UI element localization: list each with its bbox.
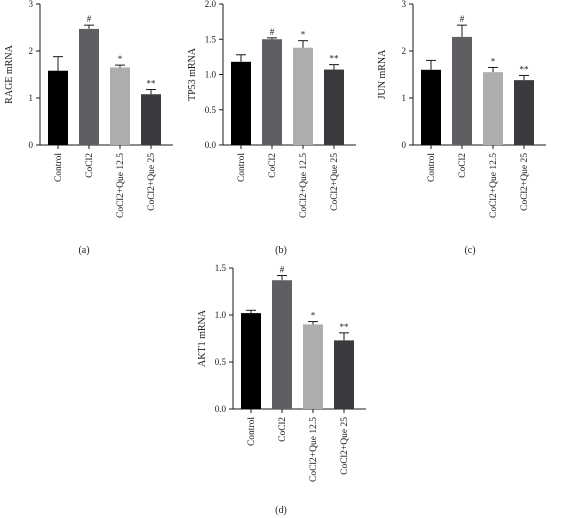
y-tick-label: 3 bbox=[402, 0, 407, 9]
y-tick-label: 0.5 bbox=[205, 105, 217, 115]
y-tick-label: 0.5 bbox=[215, 357, 227, 367]
bar-2 bbox=[262, 39, 282, 145]
significance-label: * bbox=[118, 54, 123, 64]
significance-label: # bbox=[280, 265, 285, 275]
y-tick-label: 0.0 bbox=[205, 140, 217, 150]
bar-3 bbox=[303, 324, 323, 409]
x-category-label: Control bbox=[54, 153, 64, 182]
bar-3 bbox=[483, 72, 503, 145]
bar-1 bbox=[48, 70, 68, 145]
x-category-label: Control bbox=[427, 153, 437, 182]
x-category-label: CoCl2+Que 25 bbox=[147, 153, 157, 211]
y-tick-label: 1 bbox=[29, 93, 34, 103]
y-tick-label: 1.5 bbox=[205, 34, 217, 44]
bar-4 bbox=[334, 340, 354, 409]
bar-4 bbox=[514, 80, 534, 145]
bar-1 bbox=[231, 61, 251, 146]
y-tick-label: 2 bbox=[29, 46, 34, 56]
y-axis-title: TP53 mRNA bbox=[187, 47, 198, 101]
y-tick-label: 1.5 bbox=[215, 263, 227, 273]
significance-label: * bbox=[491, 56, 496, 66]
y-tick-label: 3 bbox=[29, 0, 34, 9]
chart-panel-3: 0 1 2 3 JUN mRNA Control # CoCl2 * CoCl2+Que 12.5… bbox=[377, 0, 546, 256]
y-tick-label: 0 bbox=[402, 140, 407, 150]
bar-2 bbox=[452, 36, 472, 145]
y-axis-title: JUN mRNA bbox=[377, 49, 388, 100]
y-tick-label: 2 bbox=[402, 46, 407, 56]
x-category-label: CoCl2+Que 12.5 bbox=[116, 153, 126, 218]
x-category-label: CoCl2+Que 25 bbox=[340, 417, 350, 475]
significance-label: # bbox=[87, 14, 92, 24]
chart-panel-1: 0 1 2 3 RAGE mRNA Control # CoCl2 * CoCl2+Que 12.… bbox=[4, 0, 173, 256]
y-axis-title: AKT1 mRNA bbox=[197, 309, 208, 367]
significance-label: ** bbox=[340, 322, 350, 332]
panel-label: (a) bbox=[78, 245, 89, 256]
panel-label: (d) bbox=[275, 505, 287, 516]
significance-label: # bbox=[270, 27, 275, 37]
y-tick-label: 0.0 bbox=[215, 404, 227, 414]
x-category-label: CoCl2 bbox=[458, 153, 468, 178]
bar-1 bbox=[241, 313, 261, 409]
significance-label: ** bbox=[330, 54, 340, 64]
panel-label: (b) bbox=[275, 245, 287, 256]
x-category-label: CoCl2+Que 12.5 bbox=[489, 153, 499, 218]
panel-label: (c) bbox=[464, 245, 475, 256]
chart-panel-4: 0.0 0.5 1.0 1.5 AKT1 mRNA Control # CoCl2 * CoCl2… bbox=[197, 263, 366, 516]
chart-panel-2: 0.0 0.5 1.0 1.5 2.0 TP53 mRNA Control # CoCl2 * Co… bbox=[187, 0, 356, 256]
x-category-label: CoCl2+Que 25 bbox=[520, 153, 530, 211]
significance-label: * bbox=[301, 30, 306, 40]
x-category-label: CoCl2 bbox=[278, 417, 288, 442]
bar-3 bbox=[293, 47, 313, 145]
significance-label: * bbox=[311, 311, 316, 321]
y-axis-title: RAGE mRNA bbox=[4, 44, 15, 103]
x-category-label: Control bbox=[247, 417, 257, 446]
x-category-label: Control bbox=[237, 153, 247, 182]
y-tick-label: 0 bbox=[29, 140, 34, 150]
bar-1 bbox=[421, 69, 441, 145]
x-category-label: CoCl2 bbox=[85, 153, 95, 178]
bar-3 bbox=[110, 67, 130, 145]
significance-label: # bbox=[460, 14, 465, 24]
x-category-label: CoCl2+Que 12.5 bbox=[299, 153, 309, 218]
y-tick-label: 1 bbox=[402, 93, 407, 103]
y-tick-label: 1.0 bbox=[205, 70, 217, 80]
x-category-label: CoCl2+Que 25 bbox=[330, 153, 340, 211]
bar-4 bbox=[141, 94, 161, 145]
significance-label: ** bbox=[147, 79, 157, 89]
significance-label: ** bbox=[520, 64, 530, 74]
bar-4 bbox=[324, 69, 344, 145]
y-tick-label: 1.0 bbox=[215, 310, 227, 320]
x-category-label: CoCl2 bbox=[268, 153, 278, 178]
y-tick-label: 2.0 bbox=[205, 0, 217, 9]
x-category-label: CoCl2+Que 12.5 bbox=[309, 417, 319, 482]
bar-2 bbox=[272, 280, 292, 409]
bar-2 bbox=[79, 28, 99, 145]
